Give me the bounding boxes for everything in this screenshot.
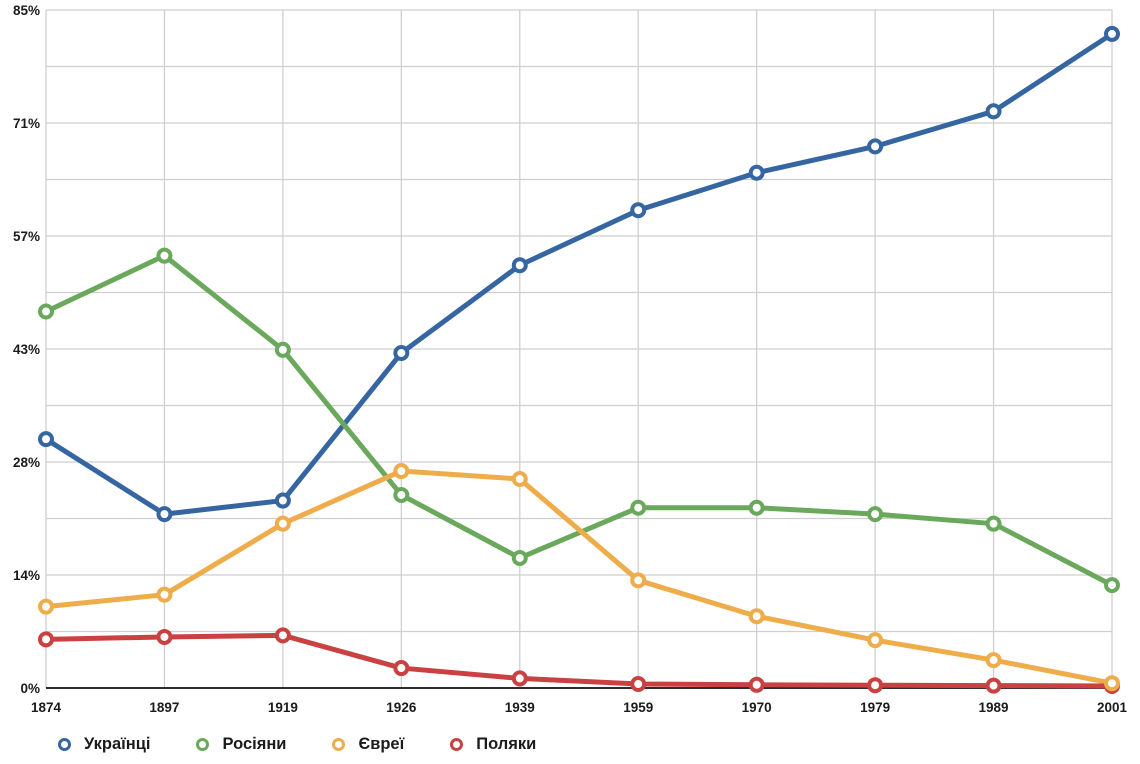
legend-label-russians: Росіяни xyxy=(222,734,287,753)
data-point-Росіяни xyxy=(274,341,291,358)
y-tick-label: 57% xyxy=(13,229,40,244)
data-point-Євреї xyxy=(630,572,647,589)
legend-item-poles: Поляки xyxy=(450,735,536,754)
horizontal-gridlines xyxy=(46,9,1112,689)
data-point-Росіяни xyxy=(393,486,410,503)
data-point-Євреї xyxy=(867,632,884,649)
legend-label-poles: Поляки xyxy=(476,734,537,753)
y-axis-labels: 0% 14% 28% 43% 57% 71% 85% xyxy=(13,3,40,696)
data-point-Росіяни xyxy=(38,303,54,320)
data-point-Поляки xyxy=(393,660,410,677)
x-axis-labels: 1874 1897 1919 1926 1939 1959 1970 1979 1989 2001 xyxy=(31,700,1128,715)
data-point-Росіяни xyxy=(630,499,647,516)
data-point-Росіяни xyxy=(156,247,173,264)
data-point-Українці xyxy=(156,506,173,523)
data-point-Українці xyxy=(38,431,54,448)
data-point-Українці xyxy=(748,164,765,181)
data-point-Росіяни xyxy=(748,499,765,516)
y-tick-label: 14% xyxy=(13,568,40,583)
x-tick-label: 1970 xyxy=(742,700,772,715)
data-point-Поляки xyxy=(156,628,173,645)
y-tick-label: 43% xyxy=(13,342,40,357)
data-point-Поляки xyxy=(630,676,647,693)
x-tick-label: 1874 xyxy=(31,700,62,715)
data-point-Євреї xyxy=(274,515,291,532)
data-point-Українці xyxy=(630,202,647,219)
data-point-Поляки xyxy=(38,631,54,648)
legend-label-ukrainians: Українці xyxy=(84,734,151,753)
data-point-Росіяни xyxy=(867,506,884,523)
x-tick-label: 1897 xyxy=(149,700,179,715)
y-tick-label: 85% xyxy=(13,3,40,18)
data-point-Євреї xyxy=(511,471,528,488)
y-tick-label: 0% xyxy=(20,681,40,696)
data-point-Українці xyxy=(985,103,1002,120)
legend-item-ukrainians: Українці xyxy=(58,735,150,754)
data-point-Євреї xyxy=(985,652,1002,669)
data-point-Росіяни xyxy=(511,549,528,566)
data-point-Євреї xyxy=(38,598,54,615)
series-line-Євреї xyxy=(43,468,1115,686)
y-tick-label: 71% xyxy=(13,116,40,131)
x-tick-label: 1926 xyxy=(386,700,417,715)
legend-item-russians: Росіяни xyxy=(196,735,286,754)
series-lines xyxy=(43,31,1115,689)
data-point-Поляки xyxy=(748,676,765,693)
y-tick-label: 28% xyxy=(13,455,40,470)
jews-ring-icon xyxy=(332,737,346,751)
data-point-Поляки xyxy=(867,677,884,694)
data-point-Росіяни xyxy=(985,515,1002,532)
data-point-Українці xyxy=(511,257,528,274)
data-point-Українці xyxy=(1104,25,1120,42)
series-markers xyxy=(38,25,1120,695)
chart-legend: Українці Росіяни Євреї Поляки xyxy=(58,731,536,757)
data-point-Українці xyxy=(393,344,410,361)
ethnic-composition-line-chart: 0% 14% 28% 43% 57% 71% 85% 1874 1897 1919 1926 1939… xyxy=(13,3,1128,715)
russians-ring-icon xyxy=(196,737,210,751)
data-point-Євреї xyxy=(393,463,410,480)
data-point-Євреї xyxy=(156,586,173,603)
legend-label-jews: Євреї xyxy=(358,734,405,753)
series-line-Поляки xyxy=(43,632,1115,689)
data-point-Поляки xyxy=(511,670,528,687)
legend-item-jews: Євреї xyxy=(332,735,404,754)
x-tick-label: 1979 xyxy=(860,700,890,715)
data-point-Росіяни xyxy=(1104,577,1120,594)
data-point-Поляки xyxy=(274,627,291,644)
x-tick-label: 1959 xyxy=(623,700,653,715)
data-point-Євреї xyxy=(1104,675,1120,692)
series-line-Росіяни xyxy=(43,253,1115,588)
data-point-Українці xyxy=(274,492,291,509)
x-tick-label: 1989 xyxy=(979,700,1009,715)
ukrainians-ring-icon xyxy=(58,737,71,751)
data-point-Поляки xyxy=(985,677,1002,694)
x-tick-label: 1939 xyxy=(505,700,535,715)
x-tick-label: 1919 xyxy=(268,700,298,715)
data-point-Євреї xyxy=(748,608,765,625)
data-point-Українці xyxy=(867,138,884,155)
poles-ring-icon xyxy=(450,737,464,751)
x-tick-label: 2001 xyxy=(1097,700,1128,715)
series-line-Українці xyxy=(43,31,1115,517)
